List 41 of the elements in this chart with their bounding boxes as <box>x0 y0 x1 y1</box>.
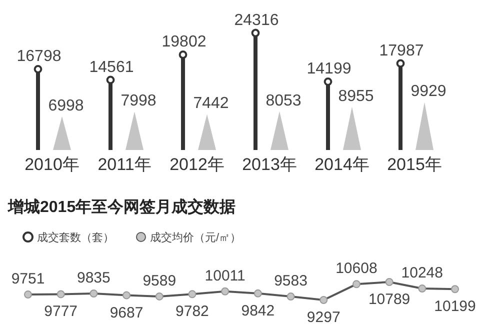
data-label: 14199 <box>306 60 352 78</box>
data-label: 19802 <box>162 34 206 51</box>
data-label: 9297 <box>306 309 340 326</box>
x-tick-label: 2011年 <box>98 155 152 174</box>
data-label: 10789 <box>368 291 410 308</box>
data-label: 9777 <box>44 303 78 320</box>
point <box>34 64 42 74</box>
x-tick-label: 2014年 <box>314 155 370 174</box>
data-label: 24316 <box>234 12 279 29</box>
data-label: 7998 <box>120 92 156 110</box>
data-label: 10608 <box>336 260 378 278</box>
data-label: 7442 <box>193 95 229 112</box>
data-label: 9583 <box>274 272 308 290</box>
legend-label: 成交套数（套） <box>37 231 114 244</box>
x-tick-label: 2012年 <box>170 155 224 174</box>
data-label: 14561 <box>89 58 134 76</box>
data-label: 9835 <box>77 270 110 287</box>
x-tick-label: 2015年 <box>387 155 442 174</box>
data-label: 9687 <box>110 304 144 322</box>
point <box>396 59 405 68</box>
point <box>251 28 260 38</box>
point <box>106 76 115 84</box>
data-label: 6998 <box>48 97 84 114</box>
data-label: 8955 <box>338 88 374 105</box>
data-label: 9751 <box>11 270 45 288</box>
legend-label: 成交均价（元/㎡） <box>150 231 242 244</box>
data-label: 10248 <box>401 264 444 282</box>
point <box>178 50 188 59</box>
data-label: 9782 <box>176 303 209 320</box>
data-label: 10011 <box>204 267 246 284</box>
data-label: 9589 <box>142 272 176 290</box>
data-label: 9929 <box>410 83 446 100</box>
data-label: 16798 <box>16 48 62 66</box>
chart-title: 增城2015年至今网签月成交数据 <box>7 197 236 216</box>
x-tick-label: 2010年 <box>24 155 80 174</box>
data-label: 8053 <box>266 92 302 110</box>
data-label: 9842 <box>241 302 275 320</box>
data-label: 10199 <box>434 298 476 316</box>
x-tick-label: 2013年 <box>242 155 297 174</box>
point <box>324 77 332 86</box>
data-label: 17987 <box>379 42 424 60</box>
